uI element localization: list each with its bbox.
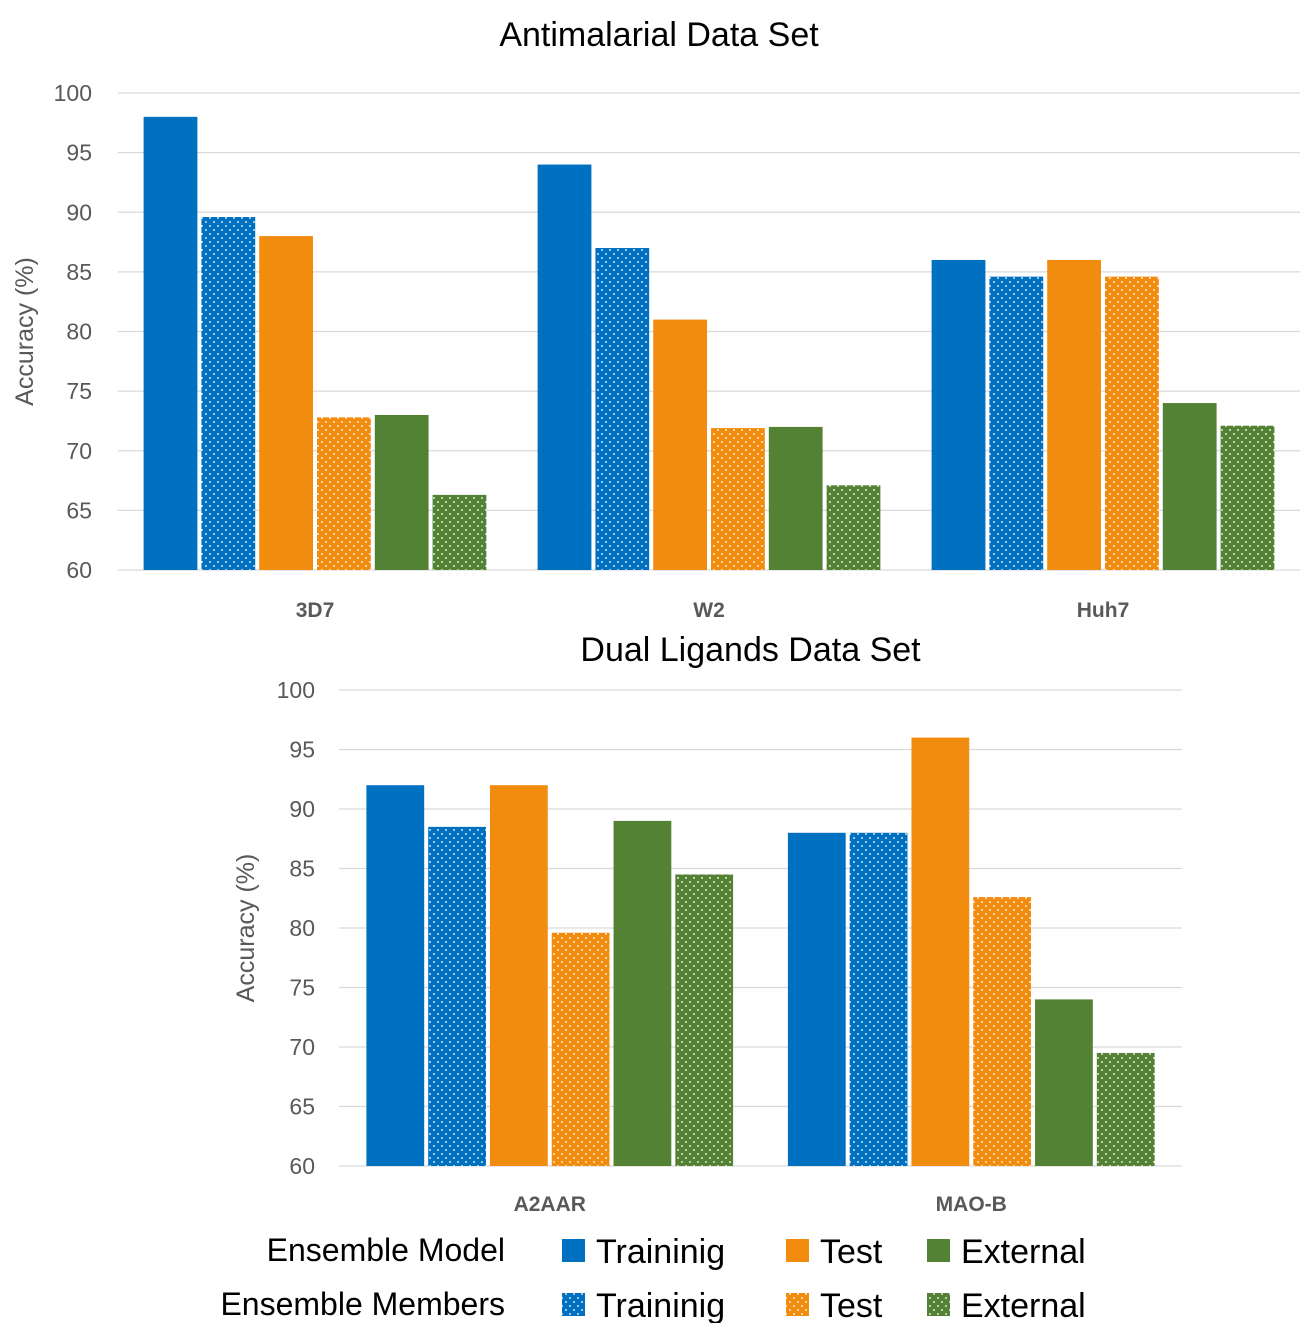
y-tick-label: 80 bbox=[66, 319, 92, 345]
bar-external-model-huh7 bbox=[1162, 403, 1217, 570]
legend-item-label: Traininig bbox=[596, 1233, 725, 1271]
bar-training-model-3d7 bbox=[143, 116, 198, 570]
category-label: W2 bbox=[693, 599, 725, 622]
bar-test-model-a2aar bbox=[489, 785, 548, 1166]
bar-external-model-a2aar bbox=[613, 820, 672, 1166]
y-tick-label: 70 bbox=[289, 1034, 315, 1060]
y-tick-label: 90 bbox=[289, 796, 315, 822]
legend: Ensemble Model Traininig Test External Ensem… bbox=[220, 1232, 1085, 1323]
y-tick-label: 90 bbox=[66, 199, 92, 225]
category-label: MAO-B bbox=[936, 1193, 1007, 1216]
y-axis-label: Accuracy (%) bbox=[11, 257, 39, 406]
legend-item-label: Test bbox=[820, 1233, 883, 1271]
legend-item-label: Test bbox=[820, 1287, 883, 1323]
bar-external-members-3d7 bbox=[432, 494, 487, 570]
bar-external-members-a2aar bbox=[675, 874, 734, 1166]
y-tick-label: 75 bbox=[289, 975, 315, 1001]
bar-training-model-huh7 bbox=[931, 259, 986, 570]
y-tick-label: 85 bbox=[66, 259, 92, 285]
category-label: A2AAR bbox=[514, 1193, 586, 1216]
legend-item-label: External bbox=[961, 1233, 1086, 1271]
y-tick-label: 65 bbox=[66, 497, 92, 523]
legend-group-label: Ensemble Model bbox=[267, 1232, 505, 1268]
y-tick-label: 95 bbox=[66, 140, 92, 166]
bar-test-model-huh7 bbox=[1047, 259, 1101, 570]
y-tick-label: 100 bbox=[54, 80, 92, 106]
bar-external-model-w2 bbox=[768, 426, 823, 570]
category-label: Huh7 bbox=[1077, 599, 1130, 622]
legend-swatch-test-dotted bbox=[786, 1293, 809, 1316]
bar-external-members-huh7 bbox=[1220, 425, 1275, 570]
bar-test-model-mao-b bbox=[911, 737, 970, 1166]
bar-training-model-mao-b bbox=[787, 832, 846, 1166]
legend-swatch-external-solid bbox=[927, 1239, 950, 1262]
bar-training-members-mao-b bbox=[849, 832, 908, 1166]
bar-training-members-huh7 bbox=[989, 276, 1044, 570]
legend-swatch-external-dotted bbox=[927, 1293, 950, 1316]
y-tick-label: 80 bbox=[289, 915, 315, 941]
y-tick-label: 60 bbox=[289, 1153, 315, 1179]
bar-training-model-a2aar bbox=[366, 785, 425, 1166]
bar-test-model-w2 bbox=[653, 319, 707, 570]
category-label: 3D7 bbox=[296, 599, 335, 622]
chart-2: Dual Ligands Data Set 60 65 70 75 80 85 90 95 100… bbox=[232, 631, 1182, 1216]
y-tick-label: 70 bbox=[66, 438, 92, 464]
legend-item-label: External bbox=[961, 1287, 1086, 1323]
y-tick-label: 60 bbox=[66, 557, 92, 583]
legend-swatch-training-solid bbox=[562, 1239, 585, 1262]
bar-training-model-w2 bbox=[537, 164, 592, 571]
bar-training-members-a2aar bbox=[428, 826, 486, 1166]
bar-test-members-a2aar bbox=[551, 932, 610, 1166]
chart-title: Antimalarial Data Set bbox=[499, 16, 819, 54]
bar-test-members-3d7 bbox=[317, 417, 371, 570]
y-tick-label: 75 bbox=[66, 378, 92, 404]
legend-group-label: Ensemble Members bbox=[220, 1286, 505, 1322]
legend-item-label: Traininig bbox=[596, 1287, 725, 1323]
y-axis-label: Accuracy (%) bbox=[232, 854, 260, 1003]
legend-swatch-test-solid bbox=[786, 1239, 809, 1262]
bar-test-members-mao-b bbox=[973, 897, 1032, 1166]
bar-test-members-w2 bbox=[711, 428, 765, 570]
bar-training-members-3d7 bbox=[201, 217, 256, 570]
bar-external-members-w2 bbox=[826, 485, 881, 570]
y-tick-label: 95 bbox=[289, 737, 315, 763]
y-tick-label: 65 bbox=[289, 1094, 315, 1120]
bar-external-model-mao-b bbox=[1035, 999, 1093, 1166]
bar-test-members-huh7 bbox=[1105, 276, 1159, 570]
y-tick-label: 85 bbox=[289, 856, 315, 882]
chart-title: Dual Ligands Data Set bbox=[580, 631, 921, 669]
bar-training-members-w2 bbox=[595, 248, 650, 570]
bar-external-model-3d7 bbox=[374, 414, 429, 570]
bar-test-model-3d7 bbox=[259, 236, 313, 570]
bar-external-members-mao-b bbox=[1096, 1052, 1155, 1166]
y-tick-label: 100 bbox=[277, 677, 315, 703]
chart-1: Antimalarial Data Set 60 65 70 75 80 85 90 95 100… bbox=[11, 16, 1300, 622]
legend-swatch-training-dotted bbox=[562, 1293, 585, 1316]
